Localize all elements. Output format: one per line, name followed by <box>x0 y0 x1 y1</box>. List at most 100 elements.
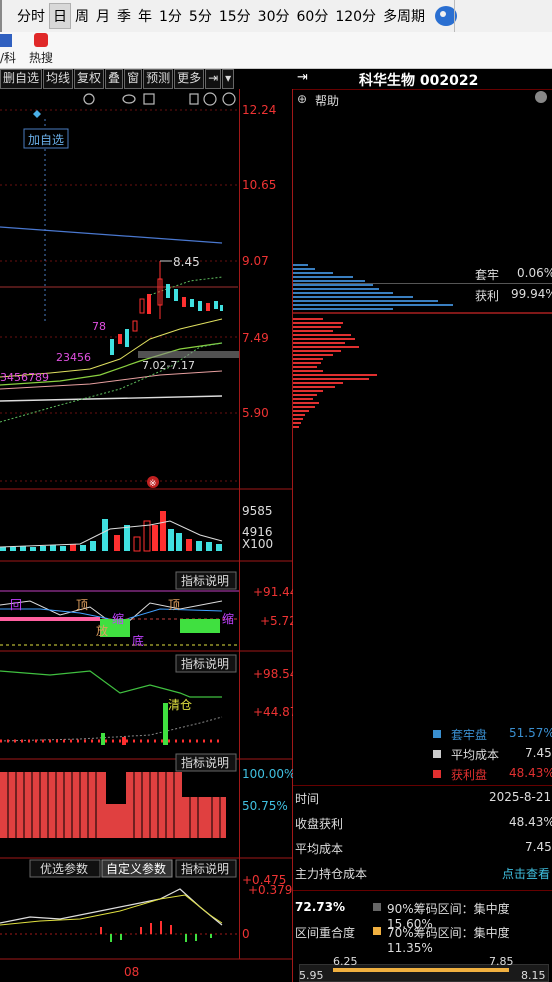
candle <box>198 301 202 311</box>
box-icon[interactable] <box>143 93 155 105</box>
period-tab-60min[interactable]: 60分 <box>296 9 329 25</box>
ind3-separators <box>7 772 221 838</box>
indicator-help-label-4[interactable]: 指标说明 <box>181 861 229 876</box>
period-tab-month[interactable]: 月 <box>96 9 110 25</box>
chip-bar <box>293 394 317 396</box>
hot-search-icon[interactable] <box>34 33 48 47</box>
volume-label-1: 9585 <box>242 504 273 518</box>
ma-yellow-line <box>0 318 223 378</box>
ind1-bar <box>180 619 220 633</box>
locked-value: 0.06% <box>517 266 552 280</box>
event-marker-icon[interactable] <box>147 476 159 488</box>
legend-locked-swatch <box>433 730 441 738</box>
indicator-help-label-2[interactable]: 指标说明 <box>181 656 229 671</box>
tab-optimal-params[interactable] <box>29 859 101 878</box>
remove-watch-button[interactable]: 删自选 <box>0 69 43 89</box>
hot-search-label[interactable]: 热搜 <box>29 51 54 65</box>
ind2-green-line <box>0 670 222 698</box>
dropdown-icon[interactable]: ▾ <box>222 69 235 89</box>
ma-button[interactable]: 均线 <box>43 69 74 89</box>
ind1-bars <box>0 617 220 637</box>
ind3-axis-1: 100.00% <box>242 767 293 781</box>
indicator-help-button-2[interactable] <box>175 654 237 673</box>
ind1-axis-1: +91.44 <box>253 585 293 599</box>
expand-arrow-icon[interactable]: ⇥ <box>205 69 222 89</box>
eye-icon[interactable] <box>122 94 136 104</box>
chip-bar <box>293 386 335 388</box>
row-avg-cost-value: 7.45 <box>525 840 552 854</box>
ind2-axis-2: +44.87 <box>253 705 293 719</box>
profit-value: 99.94% <box>511 287 552 301</box>
ind4-bar <box>100 927 102 934</box>
period-tab-quarter[interactable]: 季 <box>117 9 131 25</box>
indicator-help-label-1[interactable]: 指标说明 <box>181 573 229 588</box>
chip-bar <box>293 330 333 332</box>
volume-unit-label: X100 <box>242 537 273 551</box>
period-tab-day[interactable]: 日 <box>49 3 71 29</box>
chip-bar <box>293 410 309 412</box>
tab-custom-params-label[interactable]: 自定义参数 <box>106 861 166 876</box>
zoom-out-icon[interactable] <box>222 92 236 106</box>
adjust-button[interactable]: 复权 <box>74 69 105 89</box>
high-price-label: 8.45 <box>173 255 200 269</box>
help-label[interactable]: 帮助 <box>315 94 340 108</box>
view-main-cost-link[interactable]: 点击查看 <box>502 867 551 881</box>
price-label-1: 12.24 <box>242 103 276 117</box>
overlap-value: 72.73% <box>295 900 345 914</box>
panel-settings-icon[interactable] <box>535 91 547 103</box>
add-watch-label[interactable]: 加自选 <box>28 133 64 147</box>
chip-bar <box>293 322 343 324</box>
period-tab-year[interactable]: 年 <box>138 9 152 25</box>
ma-pink-line <box>0 370 223 390</box>
chip-bar <box>293 296 413 298</box>
toolbar-edge <box>0 0 2 32</box>
indicator-help-button-3[interactable] <box>175 753 237 772</box>
scale-max-label: 8.15 <box>521 969 546 982</box>
vol-bar <box>60 546 66 551</box>
row-time-value: 2025-8-21 <box>489 790 552 804</box>
zoom-in-icon[interactable] <box>203 92 217 106</box>
legend-avg-label: 平均成本 <box>451 748 500 762</box>
sub-label-ke[interactable]: /科 <box>0 51 17 65</box>
period-tab-30min[interactable]: 30分 <box>257 9 290 25</box>
range-label: 7.02-7.17 <box>142 359 195 372</box>
legend-profit-swatch <box>433 770 441 778</box>
window-icon[interactable] <box>0 34 12 47</box>
help-icon[interactable]: ⊕ <box>297 92 308 106</box>
legend-profit-label: 获利盘 <box>451 768 488 782</box>
legend-separator <box>293 785 552 786</box>
indicator-help-button-1[interactable] <box>175 571 237 590</box>
settings-gear-icon[interactable] <box>435 6 458 26</box>
vol-bar <box>10 547 16 551</box>
period-tab-week[interactable]: 周 <box>75 9 89 25</box>
chip-bar <box>293 284 373 286</box>
indicator-help-label-3[interactable]: 指标说明 <box>181 755 229 770</box>
period-tab-15min[interactable]: 15分 <box>218 9 251 25</box>
period-tab-multi[interactable]: 多周期 <box>383 9 426 25</box>
add-watch-box[interactable] <box>23 128 69 149</box>
locked-label: 套牢 <box>475 268 500 282</box>
window-button[interactable]: 窗 <box>124 69 143 89</box>
volume-ma-line <box>0 520 223 548</box>
tab-optimal-params-label[interactable]: 优选参数 <box>40 861 88 876</box>
vol-bar <box>50 545 56 551</box>
panel-toggle-icon[interactable]: ⇥ <box>297 70 308 85</box>
ma-white-line <box>0 395 223 402</box>
period-tab-1min[interactable]: 1分 <box>159 9 182 25</box>
period-tab-fenshi[interactable]: 分时 <box>17 9 45 25</box>
period-toolbar: 分时 日 周 月 季 年 1分 5分 15分 30分 60分 120分 多周期 <box>0 0 552 32</box>
price-label-3: 9.07 <box>242 254 269 268</box>
indicator-help-button-4[interactable] <box>175 859 237 878</box>
period-tab-120min[interactable]: 120分 <box>335 9 377 25</box>
forecast-button[interactable]: 预测 <box>143 69 174 89</box>
tab-custom-params[interactable] <box>101 859 173 878</box>
vol-bar <box>168 529 174 551</box>
hand-icon[interactable] <box>189 93 199 105</box>
overlay-button[interactable]: 叠 <box>105 69 124 89</box>
ind2-clear-label: 清仓 <box>168 698 192 712</box>
more-button[interactable]: 更多 <box>174 69 205 89</box>
settings-icon[interactable] <box>83 93 95 105</box>
period-tabs: 分时 日 周 月 季 年 1分 5分 15分 30分 60分 120分 多周期 <box>14 0 458 32</box>
kline-chart[interactable]: 加自选 8.45 7.02-7.17 78 3456789 23456 12.2… <box>0 89 293 982</box>
period-tab-5min[interactable]: 5分 <box>188 9 212 25</box>
